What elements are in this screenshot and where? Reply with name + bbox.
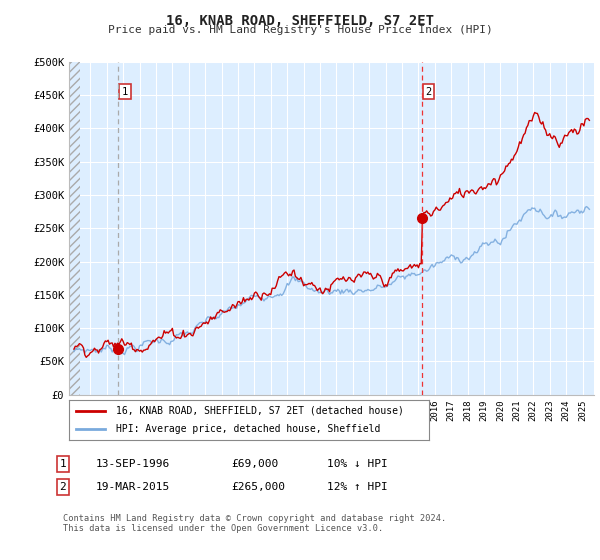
Text: 1: 1 xyxy=(122,87,128,96)
Text: 13-SEP-1996: 13-SEP-1996 xyxy=(96,459,170,469)
Text: 2: 2 xyxy=(59,482,67,492)
Bar xyxy=(69,62,80,395)
Text: £265,000: £265,000 xyxy=(231,482,285,492)
Text: 16, KNAB ROAD, SHEFFIELD, S7 2ET (detached house): 16, KNAB ROAD, SHEFFIELD, S7 2ET (detach… xyxy=(116,406,404,416)
Text: 12% ↑ HPI: 12% ↑ HPI xyxy=(327,482,388,492)
Text: Contains HM Land Registry data © Crown copyright and database right 2024.
This d: Contains HM Land Registry data © Crown c… xyxy=(63,514,446,534)
Text: HPI: Average price, detached house, Sheffield: HPI: Average price, detached house, Shef… xyxy=(116,424,380,434)
Text: 10% ↓ HPI: 10% ↓ HPI xyxy=(327,459,388,469)
Text: £69,000: £69,000 xyxy=(231,459,278,469)
Text: 16, KNAB ROAD, SHEFFIELD, S7 2ET: 16, KNAB ROAD, SHEFFIELD, S7 2ET xyxy=(166,14,434,28)
Text: Price paid vs. HM Land Registry's House Price Index (HPI): Price paid vs. HM Land Registry's House … xyxy=(107,25,493,35)
Text: 19-MAR-2015: 19-MAR-2015 xyxy=(96,482,170,492)
Text: 1: 1 xyxy=(59,459,67,469)
Text: 2: 2 xyxy=(425,87,431,96)
